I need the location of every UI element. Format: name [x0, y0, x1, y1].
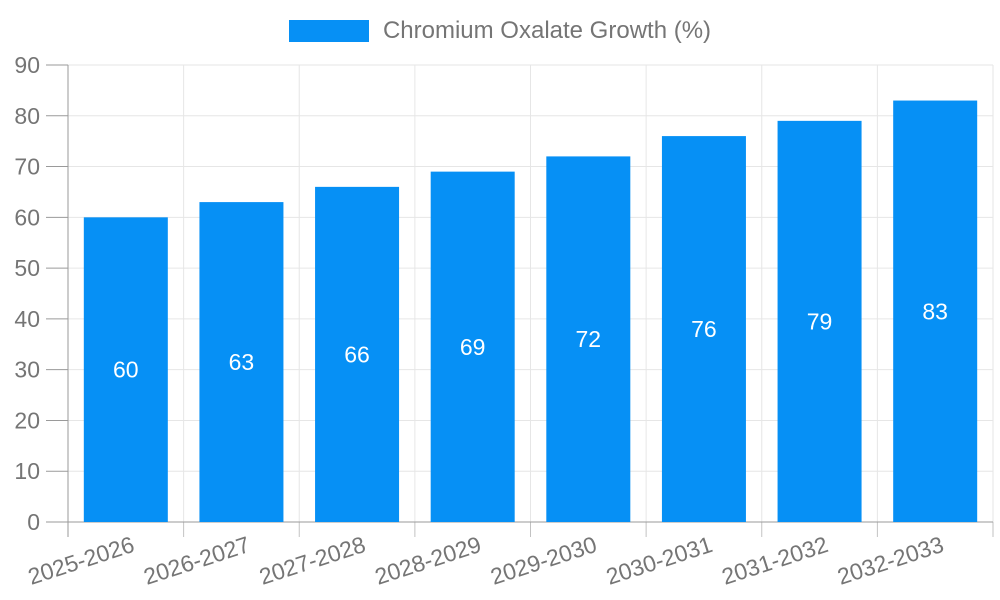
bar-value-label: 76 [691, 316, 717, 342]
y-axis-tick-label: 60 [14, 204, 40, 230]
bar[interactable] [777, 120, 862, 522]
x-axis-tick-label: 2025-2026 [25, 531, 138, 590]
bar[interactable] [83, 217, 168, 523]
bar[interactable] [430, 171, 515, 522]
y-axis-tick-label: 80 [14, 103, 40, 129]
bars-group [83, 100, 978, 523]
x-axis-tick-label: 2026-2027 [140, 531, 253, 590]
y-axis-tick-label: 50 [14, 255, 40, 281]
bar-value-label: 83 [922, 298, 948, 324]
legend-swatch [288, 20, 369, 42]
bar[interactable] [199, 202, 284, 522]
bar[interactable] [315, 186, 400, 522]
y-axis-tick-label: 20 [14, 407, 40, 433]
legend-label: Chromium Oxalate Growth (%) [382, 17, 712, 44]
x-axis-tick-label: 2028-2029 [372, 531, 485, 590]
x-axis-tick-label: 2029-2030 [487, 531, 600, 590]
y-axis-tick-label: 90 [14, 52, 40, 78]
axis-ticks-group [46, 64, 994, 537]
bar-value-label: 72 [576, 326, 602, 352]
bar[interactable] [893, 100, 978, 523]
x-axis-tick-label: 2027-2028 [256, 531, 369, 590]
y-axis-tick-label: 30 [14, 357, 40, 383]
bar[interactable] [546, 156, 631, 522]
bar[interactable] [661, 136, 746, 523]
bar-value-label: 69 [460, 334, 486, 360]
bar-value-label: 63 [229, 349, 255, 375]
y-axis-tick-label: 70 [14, 154, 40, 180]
y-axis-tick-label: 0 [27, 509, 40, 535]
y-axis-tick-label: 10 [14, 458, 40, 484]
bar-value-label: 66 [344, 341, 370, 367]
x-axis-tick-label: 2031-2032 [718, 531, 831, 590]
bar-value-label: 60 [113, 357, 139, 383]
legend-item[interactable]: Chromium Oxalate Growth (%) [0, 18, 1000, 44]
x-axis-tick-label: 2032-2033 [834, 531, 947, 590]
y-axis-tick-label: 40 [14, 306, 40, 332]
x-axis-tick-label: 2030-2031 [603, 531, 716, 590]
bar-value-label: 79 [807, 308, 833, 334]
